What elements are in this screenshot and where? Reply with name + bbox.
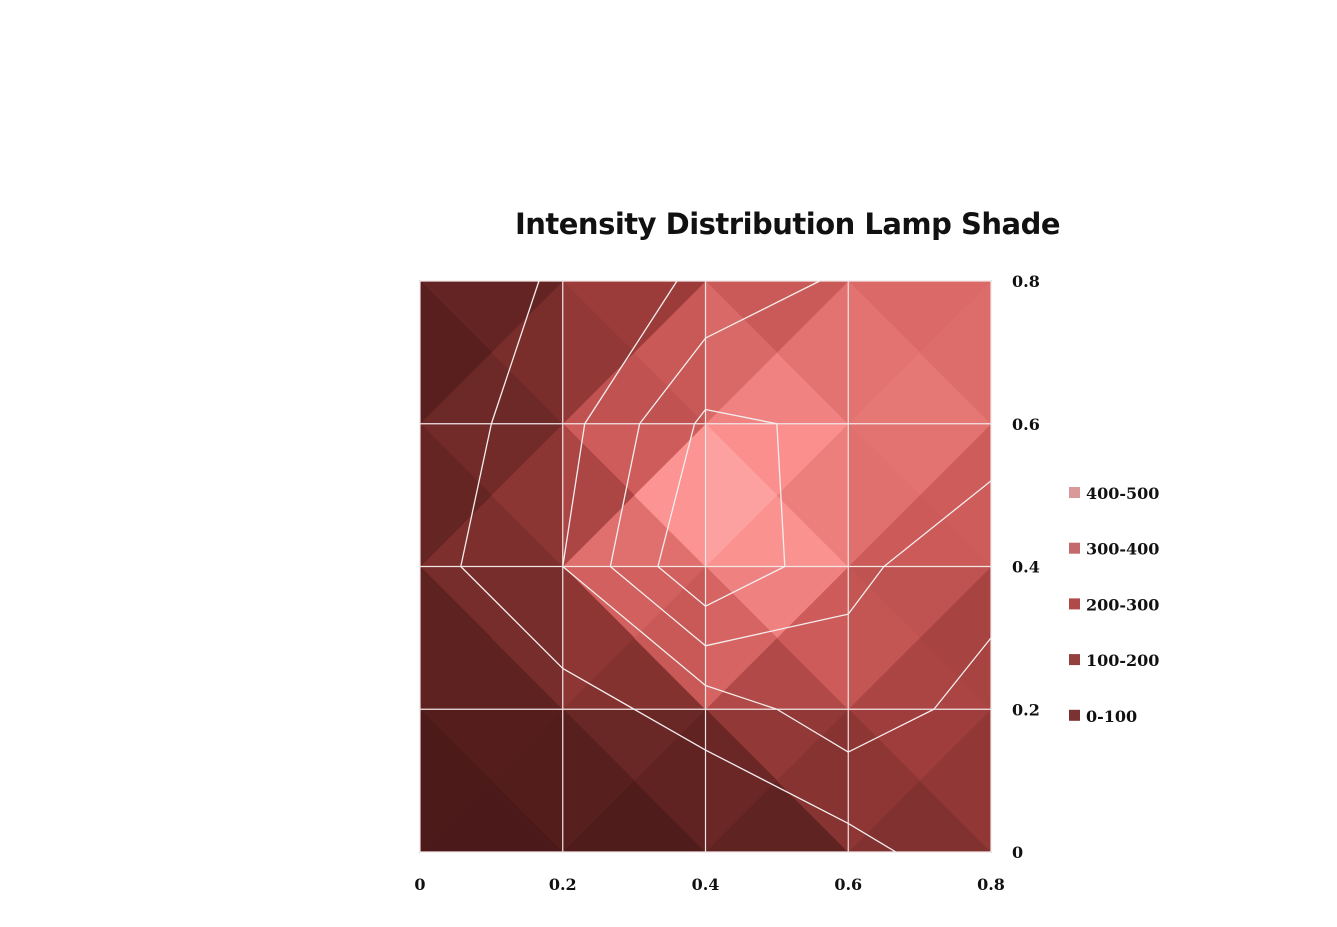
legend-swatch (1069, 598, 1080, 610)
x-tick-label: 0.6 (834, 875, 862, 894)
contour-line-300 (609, 280, 992, 647)
y-tick-label: 0.8 (1012, 272, 1040, 291)
legend-swatch (1069, 654, 1080, 666)
y-tick-label: 0.4 (1012, 558, 1040, 577)
legend-label: 400-500 (1086, 484, 1159, 503)
x-tick-label: 0 (414, 875, 425, 894)
contour-line-100 (460, 280, 897, 853)
x-axis-ticks: 0 0.2 0.4 0.6 0.8 (414, 875, 1004, 894)
y-tick-label: 0.6 (1012, 415, 1040, 434)
legend-label: 200-300 (1086, 595, 1159, 614)
plot-area (419, 280, 992, 853)
legend-swatch (1069, 709, 1080, 721)
y-tick-label: 0 (1012, 843, 1023, 862)
y-tick-label: 0.2 (1012, 700, 1040, 719)
legend-label: 100-200 (1086, 651, 1159, 670)
legend: 400-500 300-400 200-300 100-200 0-100 (1069, 484, 1159, 726)
legend-label: 0-100 (1086, 707, 1137, 726)
legend-swatch (1069, 487, 1080, 498)
y-axis-ticks: 0 0.2 0.4 0.6 0.8 (1012, 272, 1040, 862)
contour-line-400 (657, 408, 786, 607)
legend-label: 300-400 (1086, 540, 1159, 559)
contour-lines (460, 280, 992, 853)
x-tick-label: 0.4 (692, 875, 720, 894)
x-tick-label: 0.8 (977, 875, 1005, 894)
legend-swatch (1069, 542, 1080, 554)
contour-line-200 (562, 280, 992, 753)
chart-title: Intensity Distribution Lamp Shade (514, 207, 1061, 241)
x-tick-label: 0.2 (549, 875, 577, 894)
